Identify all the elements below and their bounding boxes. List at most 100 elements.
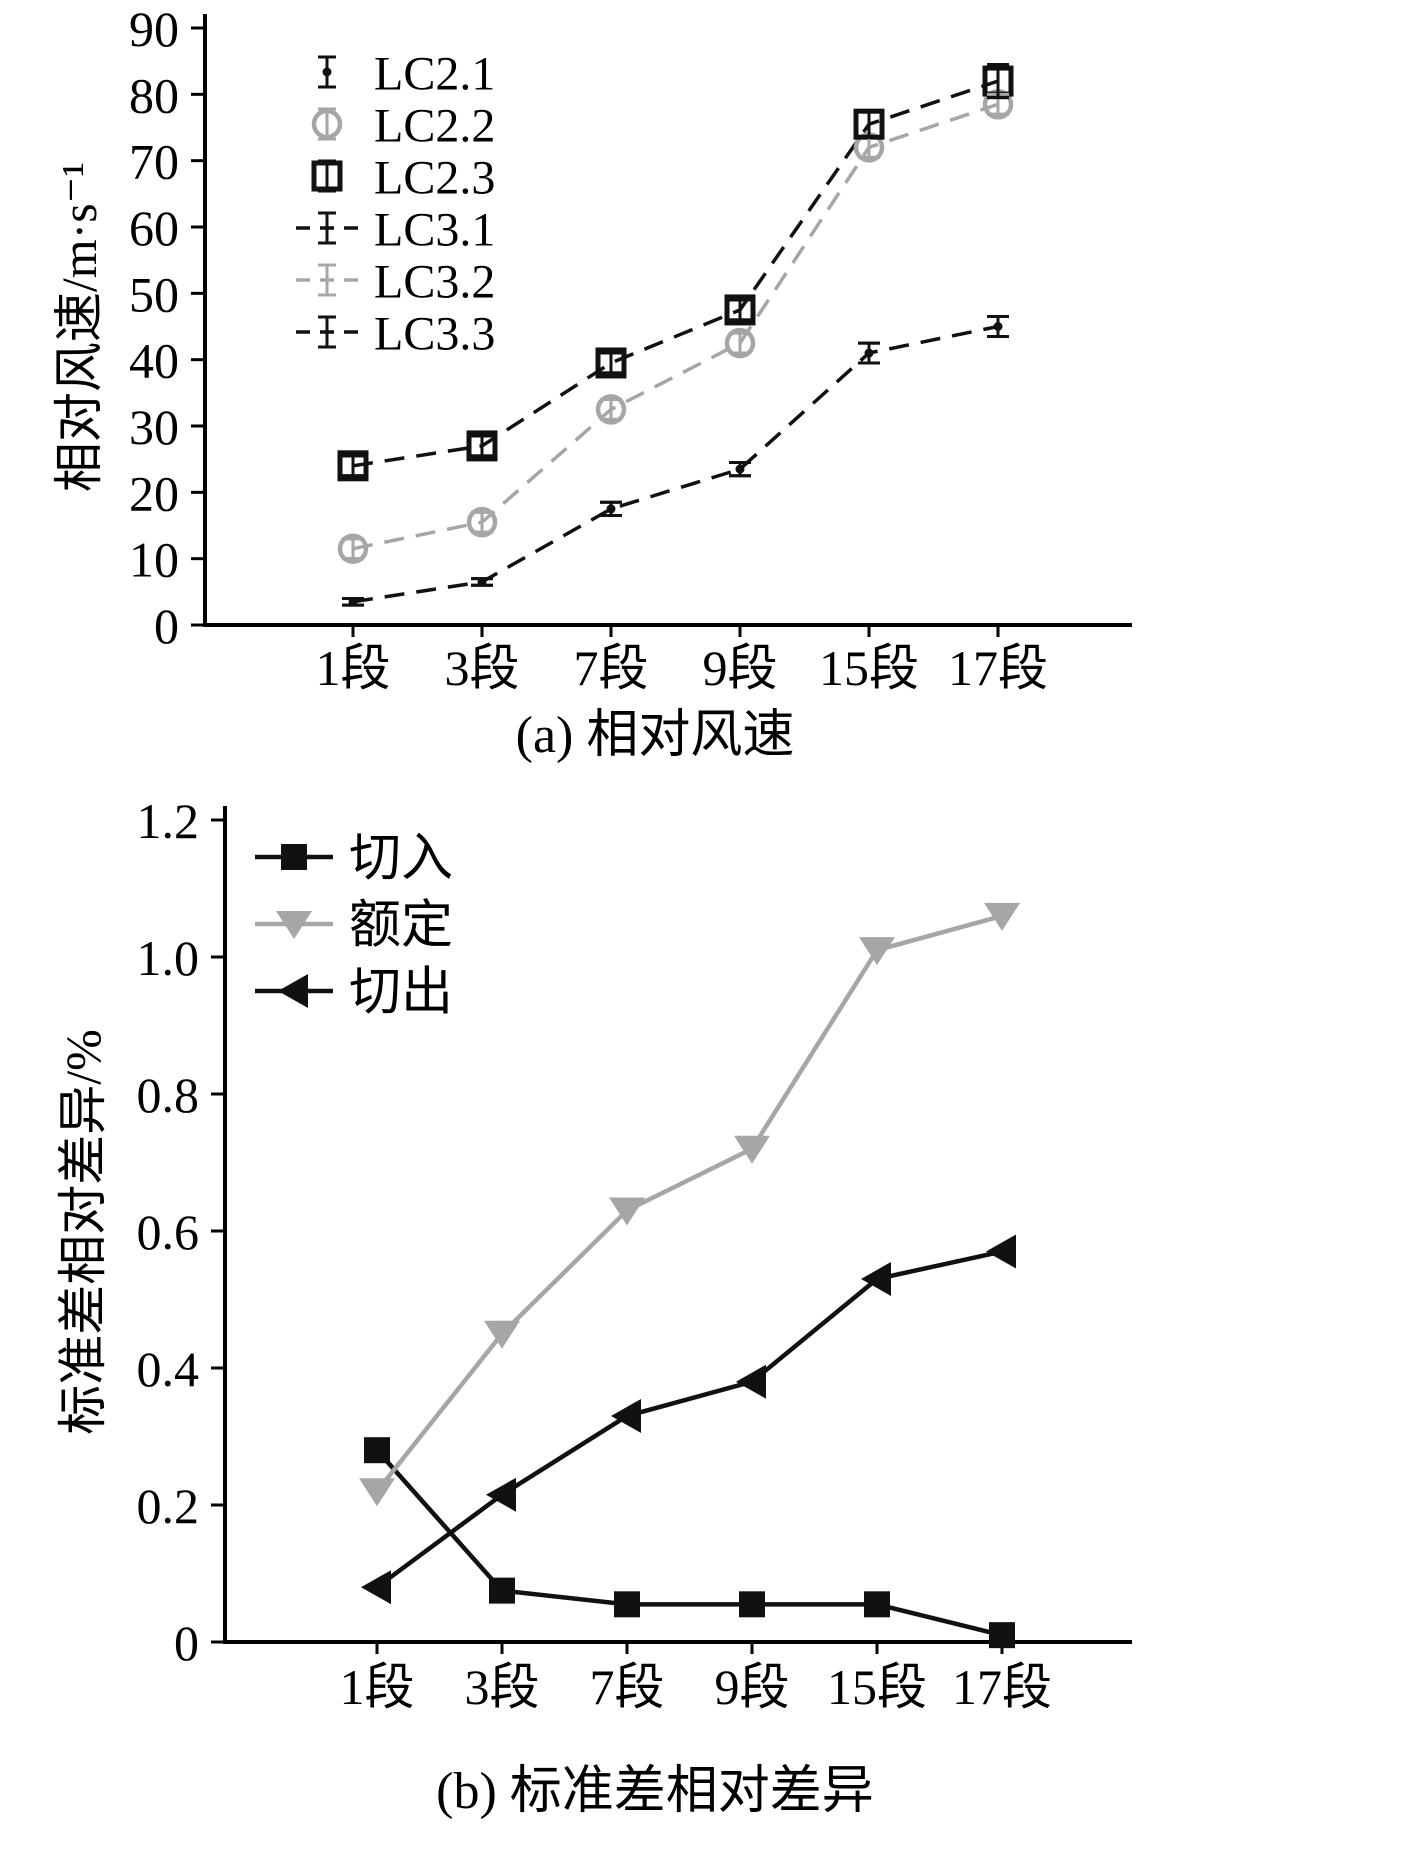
x-tick-label: 3段 <box>445 640 520 696</box>
y-tick-label: 60 <box>129 200 179 256</box>
series-line-切入 <box>375 1448 1003 1638</box>
chart-b-std-dev-relative-difference: 标准差相对差异/% (b) 标准差相对差异 0 0.2 0.4 0.6 0.8 1.0 1.… <box>55 793 1132 1820</box>
x-tick-label: 1段 <box>316 640 391 696</box>
legend-item-切入: 切入 <box>255 831 453 888</box>
marker-triangle-down <box>359 1478 395 1507</box>
marker-square-filled <box>739 1591 765 1618</box>
series-points-切入 <box>364 1437 1015 1649</box>
marker-square <box>724 294 756 326</box>
marker-triangle-down <box>734 1135 770 1164</box>
marker-triangle-down <box>984 902 1020 931</box>
legend-label: LC3.3 <box>374 307 495 360</box>
series-line-LC3.3 <box>352 79 999 468</box>
y-tick-label: 40 <box>129 333 179 389</box>
y-tick-label: 0.2 <box>137 1478 200 1534</box>
legend-item-LC2.3: LC2.3 <box>311 151 495 204</box>
legend-label: LC3.2 <box>374 255 495 308</box>
marker-triangle-left <box>278 974 308 1008</box>
marker-circle <box>724 327 756 359</box>
marker-square-filled <box>989 1622 1015 1649</box>
x-ticks: 1段 3段 7段 9段 15段 17段 <box>316 625 1048 696</box>
y-ticks: 0 0.2 0.4 0.6 0.8 1.0 1.2 <box>137 793 225 1671</box>
marker-triangle-down <box>276 911 312 939</box>
y-tick-label: 10 <box>129 532 179 588</box>
x-tick-label: 17段 <box>948 640 1048 696</box>
marker-square <box>595 347 627 379</box>
marker-circle <box>466 506 498 538</box>
series-line-LC3.1 <box>352 324 999 604</box>
legend-label: 切入 <box>349 831 453 888</box>
y-ticks: 0 10 20 30 40 50 60 70 80 90 <box>129 1 205 654</box>
marker-triangle-left <box>486 1477 516 1512</box>
marker-circle <box>595 394 627 425</box>
series-points-LC3.3 <box>342 62 1009 478</box>
series-layer <box>337 62 1014 607</box>
marker-square <box>337 450 369 482</box>
marker-triangle-down <box>859 937 895 966</box>
x-tick-label: 15段 <box>819 640 919 696</box>
marker-square-filled <box>864 1591 890 1618</box>
legend-item-LC3.2: LC3.2 <box>296 255 495 308</box>
marker-triangle-down <box>609 1197 645 1226</box>
legend-label: LC2.2 <box>374 99 495 152</box>
x-tick-label: 3段 <box>465 1659 540 1715</box>
legend-item-额定: 额定 <box>255 898 453 955</box>
x-tick-label: 15段 <box>827 1659 927 1715</box>
y-tick-label: 0.4 <box>137 1341 200 1397</box>
chart-a-caption: (a) 相对风速 <box>516 707 795 764</box>
x-tick-label: 7段 <box>574 640 649 696</box>
legend-label: 切出 <box>349 965 453 1022</box>
y-tick-label: 70 <box>129 134 179 190</box>
x-tick-label: 9段 <box>703 640 778 696</box>
legend-item-LC3.3: LC3.3 <box>296 307 495 360</box>
y-tick-label: 0.8 <box>137 1067 200 1123</box>
axes <box>203 14 1132 627</box>
x-tick-label: 7段 <box>590 1659 665 1715</box>
chart-a-relative-wind-speed: 相对风速/m·s⁻¹ (a) 相对风速 0 10 20 30 40 50 60 70 80 90 1… <box>51 1 1132 764</box>
marker-square-filled <box>364 1437 390 1464</box>
marker-triangle-left <box>736 1364 766 1399</box>
legend-label: LC2.3 <box>374 151 495 204</box>
y-tick-label: 90 <box>129 1 179 57</box>
marker-triangle-left <box>361 1570 391 1605</box>
x-tick-label: 17段 <box>952 1659 1052 1715</box>
series-points-额定 <box>359 902 1020 1507</box>
chart-b-y-axis-label: 标准差相对差异/% <box>55 1029 111 1435</box>
marker-triangle-left <box>611 1398 641 1433</box>
series-layer <box>359 902 1020 1649</box>
y-tick-label: 1.2 <box>137 793 200 849</box>
series-line-LC3.2 <box>352 102 999 551</box>
series-points-LC3.1 <box>342 315 1009 607</box>
marker-square-filled <box>281 844 307 870</box>
legend-item-LC2.2: LC2.2 <box>311 99 495 152</box>
x-tick-label: 1段 <box>340 1659 415 1715</box>
legend-label: 额定 <box>349 898 453 955</box>
y-tick-label: 30 <box>129 399 179 455</box>
legend-label: LC3.1 <box>374 203 495 256</box>
legend-label: LC2.1 <box>374 47 495 100</box>
y-tick-label: 0 <box>174 1615 199 1671</box>
marker-circle <box>311 108 343 140</box>
marker-triangle-down <box>484 1320 520 1349</box>
y-tick-label: 80 <box>129 67 179 123</box>
legend-item-LC2.1: LC2.1 <box>318 47 495 100</box>
y-tick-label: 1.0 <box>137 930 200 986</box>
marker-square <box>466 430 498 462</box>
chart-a-y-axis-label: 相对风速/m·s⁻¹ <box>51 162 107 492</box>
marker-dot <box>322 67 332 77</box>
series-line-额定 <box>375 913 1003 1493</box>
marker-square-filled <box>489 1577 515 1604</box>
y-tick-label: 50 <box>129 266 179 322</box>
x-tick-label: 9段 <box>715 1659 790 1715</box>
x-ticks: 1段 3段 7段 9段 15段 17段 <box>340 1642 1052 1715</box>
legend-item-LC3.1: LC3.1 <box>296 203 495 256</box>
y-tick-label: 20 <box>129 465 179 521</box>
chart-b-caption: (b) 标准差相对差异 <box>436 1763 874 1820</box>
marker-circle <box>337 533 369 564</box>
series-line-切出 <box>375 1249 1003 1590</box>
